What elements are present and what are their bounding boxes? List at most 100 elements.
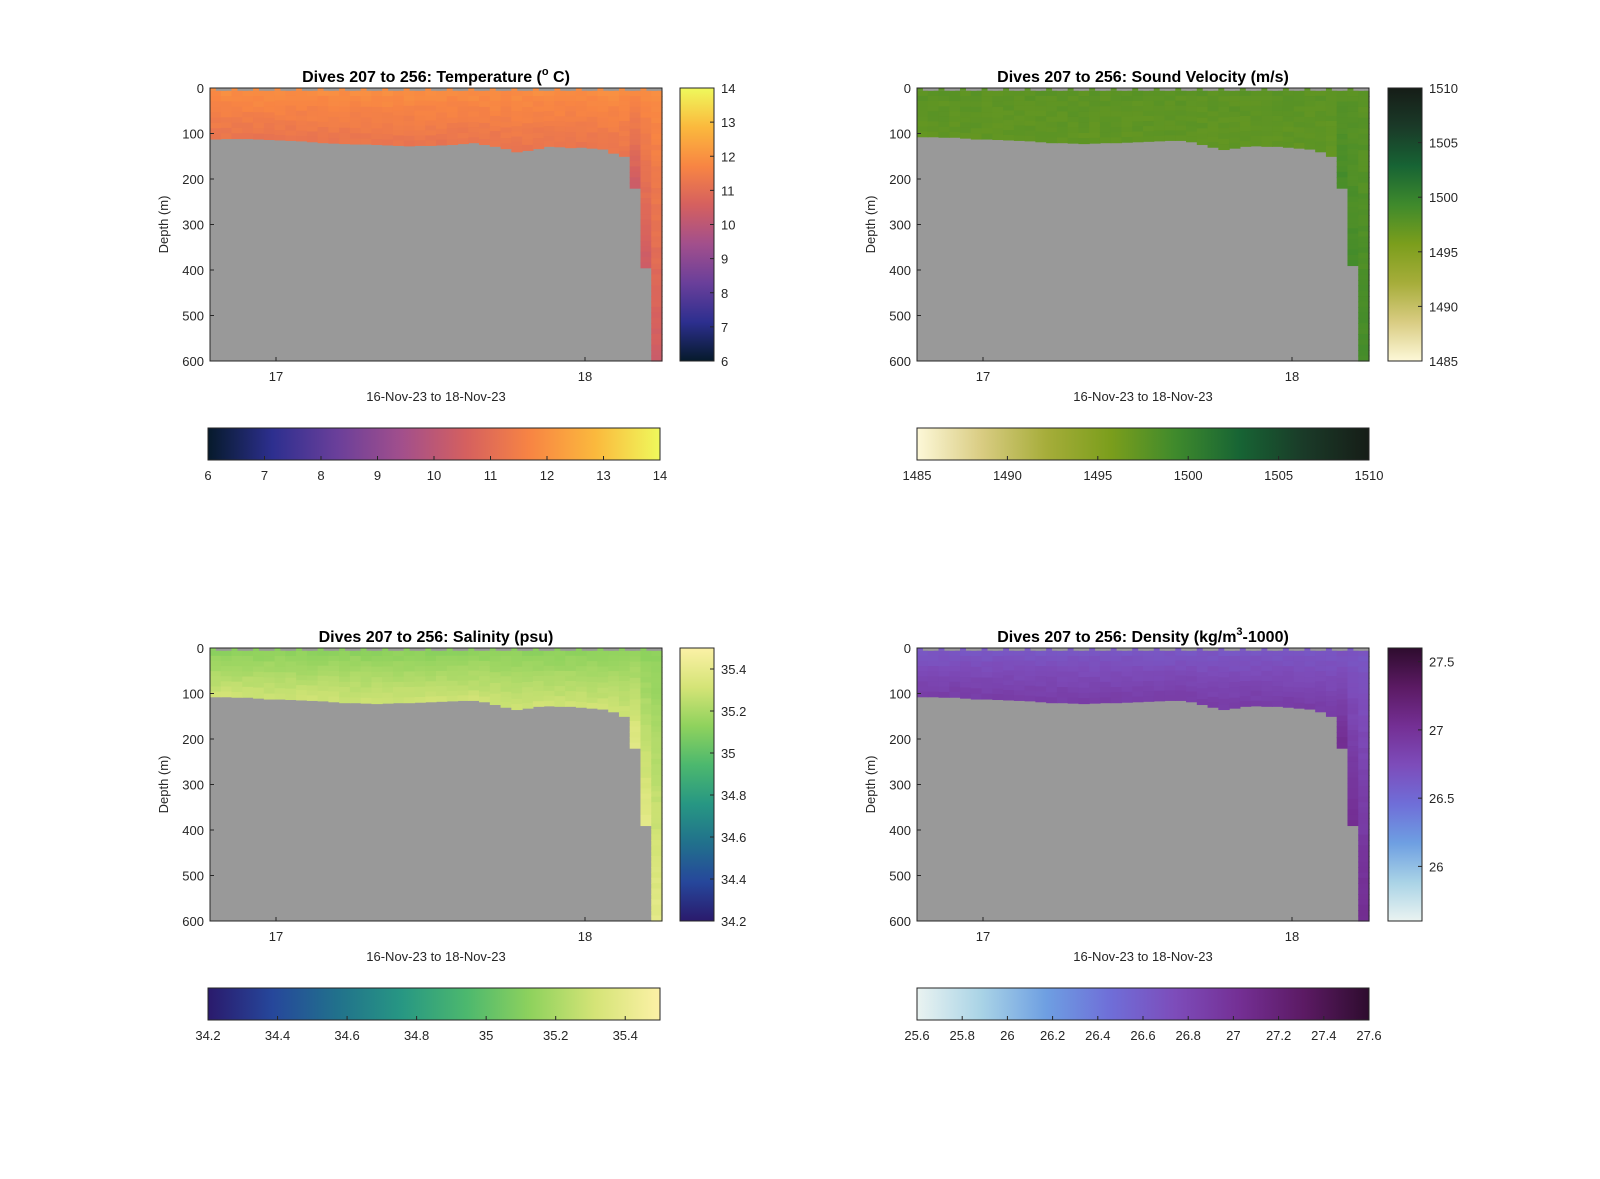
heatmap-cell: [1121, 101, 1133, 107]
heatmap-cell: [992, 128, 1004, 135]
heatmap-cell: [981, 677, 993, 684]
surface-cell: [1099, 648, 1106, 651]
heatmap-cell: [629, 155, 642, 162]
heatmap-cell: [1336, 661, 1349, 668]
heatmap-cell: [1046, 687, 1058, 694]
heatmap-cell: [949, 95, 961, 102]
heatmap-cell: [1207, 686, 1219, 693]
heatmap-cell: [339, 650, 351, 657]
heatmap-cell: [1272, 686, 1284, 692]
hcolorbar-tick-label: 1490: [993, 468, 1022, 483]
heatmap-cell: [618, 650, 631, 657]
heatmap-cell: [651, 845, 663, 852]
heatmap-cell: [1336, 666, 1349, 674]
heatmap-cell: [981, 117, 993, 124]
heatmap-cell: [500, 132, 512, 139]
heatmap-cell: [1282, 650, 1295, 657]
heatmap-cell: [274, 130, 286, 136]
surface-cell: [382, 648, 389, 651]
heatmap-cell: [651, 274, 663, 281]
heatmap-cell: [500, 127, 512, 134]
heatmap-cell: [436, 117, 448, 125]
heatmap-cell: [285, 125, 297, 132]
heatmap-cell: [1046, 95, 1058, 102]
heatmap-cell: [1358, 290, 1370, 297]
heatmap-cell: [253, 122, 265, 130]
heatmap-cell: [220, 686, 233, 693]
heatmap-cell: [629, 677, 642, 685]
heatmap-cell: [1024, 695, 1036, 702]
heatmap-cell: [1261, 665, 1273, 672]
heatmap-cell: [532, 696, 545, 703]
surface-cell: [1153, 648, 1160, 651]
heatmap-cell: [1132, 111, 1144, 118]
heatmap-cell: [317, 121, 329, 128]
heatmap-cell: [274, 656, 286, 663]
heatmap-cell: [253, 682, 265, 689]
heatmap-cell: [1293, 122, 1306, 129]
heatmap-cell: [1325, 696, 1338, 702]
heatmap-cell: [1229, 132, 1241, 139]
heatmap-cell: [1078, 138, 1090, 145]
surface-cell: [1056, 88, 1063, 91]
heatmap-cell: [532, 670, 545, 677]
heatmap-cell: [1132, 126, 1144, 133]
heatmap-cell: [640, 793, 652, 800]
heatmap-cell: [489, 95, 502, 102]
heatmap-cell: [981, 650, 993, 657]
heatmap-cell: [403, 666, 416, 673]
heatmap-cell: [1336, 166, 1349, 173]
heatmap-cell: [1067, 697, 1080, 704]
heatmap-cell: [457, 655, 469, 662]
heatmap-cell: [306, 660, 319, 667]
heatmap-cell: [1304, 677, 1316, 684]
heatmap-cell: [1121, 686, 1133, 693]
hcolorbar-tick-label: 27.2: [1266, 1028, 1291, 1043]
heatmap-cell: [1347, 820, 1359, 827]
heatmap-cell: [339, 676, 351, 683]
heatmap-cell: [1121, 126, 1133, 133]
heatmap-cell: [629, 161, 642, 168]
heatmap-cell: [1099, 692, 1112, 699]
heatmap-cell: [1024, 680, 1036, 687]
heatmap-cell: [479, 106, 491, 114]
heatmap-cell: [618, 126, 631, 132]
heatmap-cell: [1003, 685, 1015, 691]
heatmap-cell: [1293, 95, 1306, 102]
heatmap-cell: [597, 677, 609, 684]
heatmap-cell: [522, 692, 534, 699]
heatmap-cell: [1078, 661, 1090, 668]
heatmap-cell: [1358, 161, 1370, 168]
heatmap-cell: [1347, 244, 1359, 251]
heatmap-cell: [317, 685, 329, 692]
heatmap-cell: [917, 676, 929, 683]
heatmap-cell: [1089, 661, 1101, 668]
heatmap-cell: [1175, 665, 1187, 672]
heatmap-cell: [1143, 115, 1155, 122]
heatmap-cell: [1013, 95, 1026, 102]
heatmap-cell: [1121, 116, 1133, 123]
heatmap-cell: [651, 910, 663, 917]
heatmap-cell: [436, 106, 448, 114]
heatmap-cell: [608, 111, 620, 118]
heatmap-cell: [1304, 138, 1316, 145]
heatmap-cell: [629, 699, 642, 706]
heatmap-cell: [1358, 155, 1370, 162]
y-tick-label: 200: [182, 172, 204, 187]
heatmap-cell: [992, 117, 1004, 125]
heatmap-cell: [608, 650, 620, 657]
heatmap-cell: [253, 650, 265, 657]
heatmap-cell: [1315, 105, 1327, 112]
heatmap-cell: [220, 655, 233, 662]
heatmap-cell: [349, 138, 362, 145]
heatmap-cell: [436, 90, 448, 97]
surface-cell: [543, 648, 550, 651]
surface-cell: [1089, 648, 1096, 651]
heatmap-cell: [1358, 856, 1370, 863]
heatmap-cell: [285, 105, 297, 112]
y-tick-label: 500: [889, 869, 911, 884]
heatmap-cell: [1035, 95, 1047, 102]
heatmap-cell: [554, 686, 566, 692]
heatmap-cell: [1056, 671, 1069, 678]
heatmap-cell: [500, 666, 512, 673]
